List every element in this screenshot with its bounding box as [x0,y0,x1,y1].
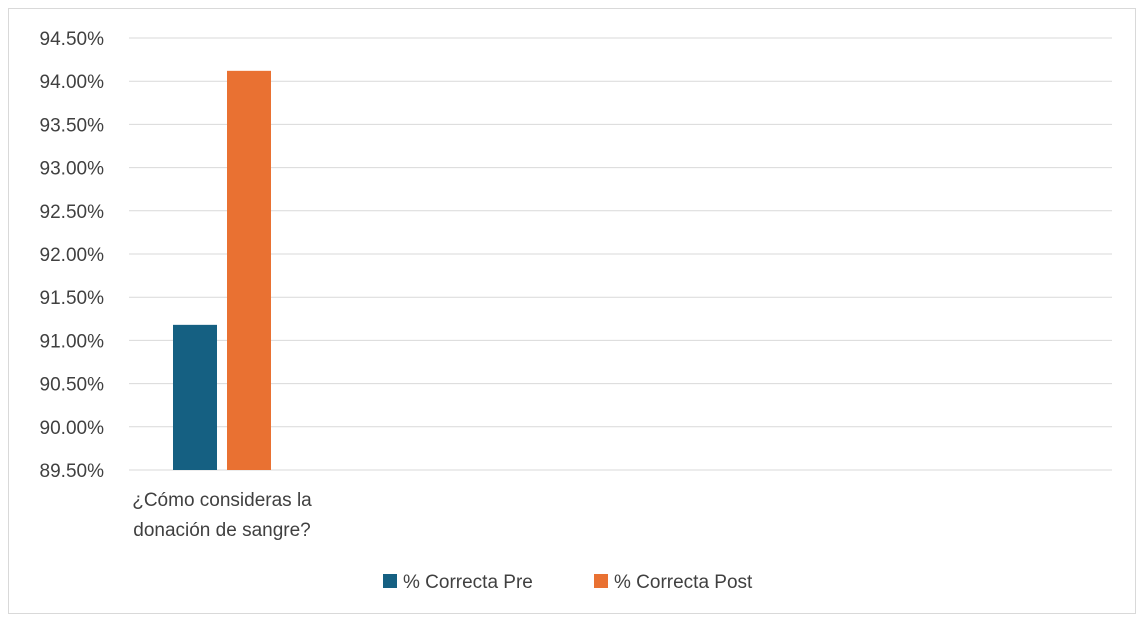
legend-label: % Correcta Post [614,572,753,593]
x-axis-categories: ¿Cómo consideras la donación de sangre? [132,490,312,541]
legend-label: % Correcta Pre [403,572,533,593]
x-category-label-line: donación de sangre? [133,520,310,541]
y-tick-label: 91.50% [40,288,105,309]
y-tick-label: 94.00% [40,72,105,93]
y-tick-label: 90.50% [40,375,105,396]
gridlines [129,37,1112,471]
bar-correcta-pre [173,324,217,470]
bars [173,70,271,470]
y-tick-label: 93.50% [40,115,105,136]
legend-swatch [383,574,397,588]
y-tick-label: 93.00% [40,159,105,180]
y-tick-label: 92.00% [40,245,105,266]
y-tick-label: 94.50% [40,29,105,50]
bar-correcta-post [227,70,271,470]
x-category-label-line: ¿Cómo consideras la [132,490,312,511]
x-category-label: ¿Cómo consideras la donación de sangre? [132,490,312,541]
legend: % Correcta Pre % Correcta Post [383,572,753,593]
y-tick-label: 89.50% [40,461,105,482]
y-axis-ticks: 89.50% 90.00% 90.50% 91.00% 91.50% 92.00% 92.5… [40,29,105,482]
chart-frame [8,8,1136,614]
y-tick-label: 90.00% [40,418,105,439]
legend-swatch [594,574,608,588]
y-tick-label: 92.50% [40,202,105,223]
y-tick-label: 91.00% [40,331,105,352]
